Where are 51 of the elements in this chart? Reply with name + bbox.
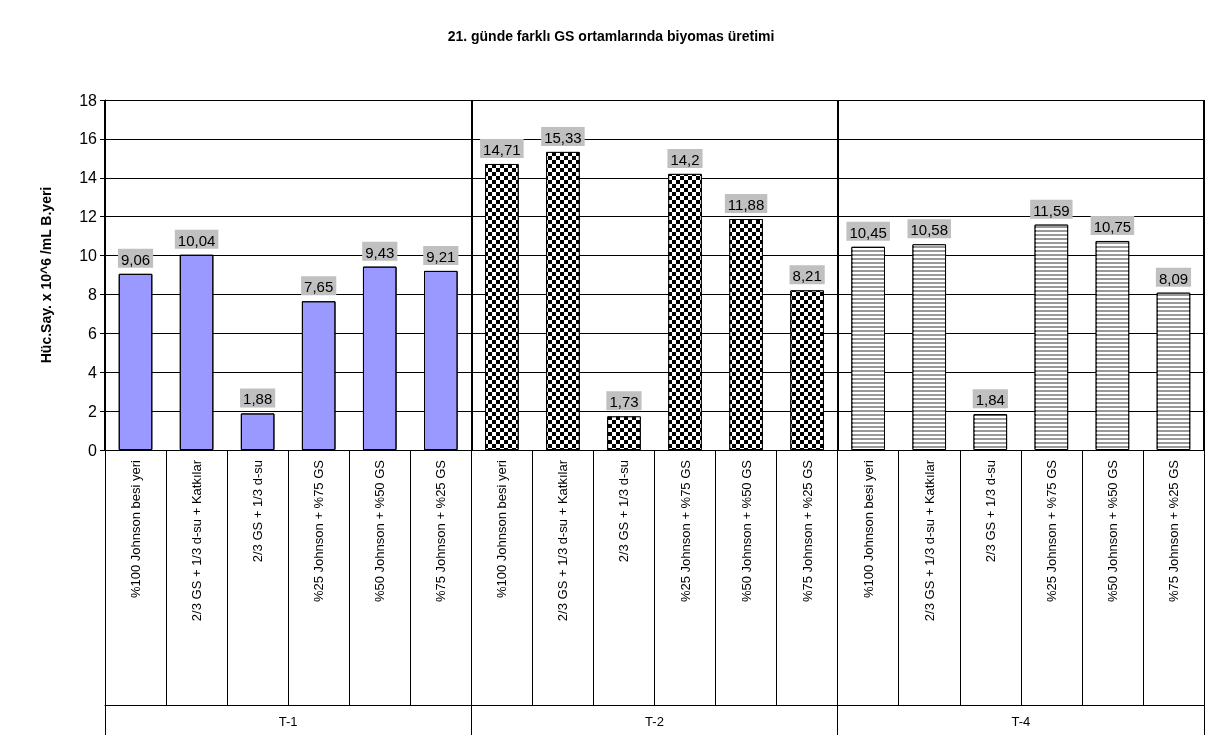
x-tick-label: 2/3 GS + 1/3 d-su + Katkılar: [555, 459, 571, 622]
data-label: 9,43: [365, 243, 395, 261]
x-tick-label: %50 Johnson + %50 GS: [372, 459, 388, 603]
x-tick-label: 2/3 GS + 1/3 d-su: [616, 460, 632, 563]
data-label: 15,33: [544, 128, 582, 146]
data-label: 9,06: [120, 250, 151, 268]
x-tick-label: %50 Johnson + %50 GS: [738, 459, 754, 603]
y-tick-label: 14: [79, 169, 98, 187]
y-tick-label: 10: [79, 247, 98, 265]
data-label: 9,21: [426, 247, 456, 265]
data-label: 10,45: [849, 223, 887, 241]
x-tick-label: %75 Johnson + %25 GS: [799, 459, 815, 603]
data-label: 11,59: [1033, 201, 1070, 219]
x-tick-label: %25 Johnson + %75 GS: [311, 459, 327, 603]
data-label: 8,09: [1158, 269, 1189, 287]
chart-title: 21. günde farklı GS ortamlarında biyomas üretimi: [447, 28, 775, 44]
y-tick-label: 12: [79, 208, 98, 226]
data-label: 10,58: [910, 221, 949, 239]
x-tick-label: %25 Johnson + %75 GS: [1043, 459, 1059, 603]
x-tick-label: %100 Johnson besi yeri: [494, 459, 510, 599]
data-label: 10,04: [177, 231, 216, 249]
y-tick-label: 16: [79, 130, 98, 148]
y-tick-label: 2: [88, 402, 98, 420]
data-label: 1,84: [975, 391, 1005, 409]
text: T-1: [278, 714, 298, 729]
x-tick-label: %25 Johnson + %75 GS: [677, 459, 693, 603]
y-tick-label: 18: [79, 91, 98, 109]
data-label: 1,73: [609, 393, 639, 411]
x-tick-label: 2/3 GS + 1/3 d-su: [982, 460, 998, 563]
y-tick-label: 6: [88, 324, 98, 342]
x-tick-label: 2/3 GS + 1/3 d-su: [250, 460, 266, 563]
data-label: 14,2: [670, 150, 700, 168]
x-tick-label: 2/3 GS + 1/3 d-su + Katkılar: [921, 459, 937, 622]
data-label: 11,88: [727, 196, 765, 213]
y-tick-label: 0: [88, 441, 98, 459]
data-label: 1,88: [243, 390, 273, 408]
text: T-4: [1011, 714, 1031, 729]
text: T-2: [645, 714, 664, 729]
x-tick-label: %75 Johnson + %25 GS: [433, 459, 449, 603]
data-label: 8,21: [792, 267, 822, 285]
x-tick-label: %100 Johnson besi yeri: [860, 459, 876, 599]
x-tick-label: %75 Johnson + %25 GS: [1165, 459, 1181, 603]
data-label: 7,65: [304, 278, 334, 296]
y-axis-title: Hüc.Say. x 10^6 /mL B.yeri: [38, 186, 54, 364]
data-label: 14,71: [483, 140, 521, 158]
x-tick-label: 2/3 GS + 1/3 d-su + Katkılar: [189, 459, 205, 622]
data-label: 10,75: [1093, 217, 1132, 235]
x-tick-label: %100 Johnson besi yeri: [128, 459, 144, 599]
y-tick-label: 4: [88, 363, 98, 381]
x-tick-label: %50 Johnson + %50 GS: [1104, 459, 1120, 603]
y-tick-label: 8: [88, 285, 98, 303]
